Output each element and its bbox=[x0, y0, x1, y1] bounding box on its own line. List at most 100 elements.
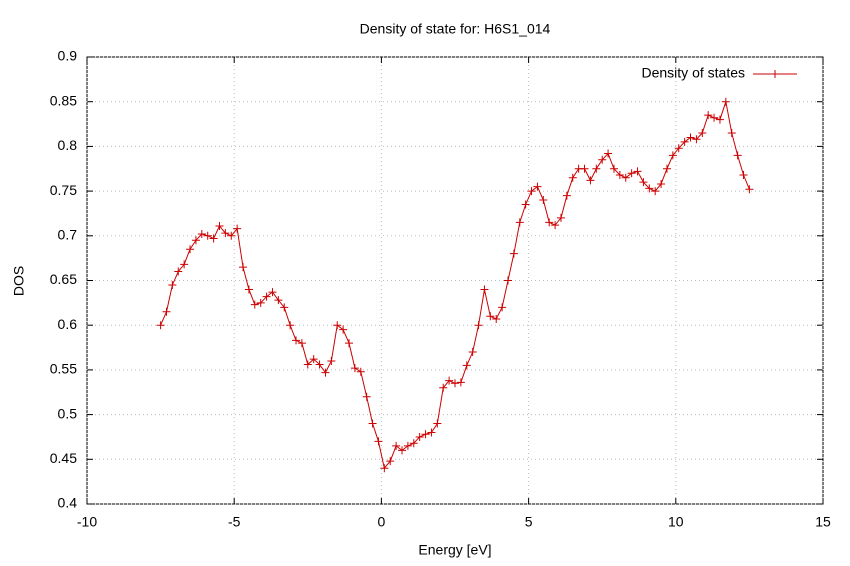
data-point bbox=[698, 128, 707, 137]
data-point bbox=[509, 249, 518, 258]
data-point bbox=[456, 378, 465, 387]
data-point bbox=[433, 419, 442, 428]
data-point bbox=[621, 173, 630, 182]
data-point bbox=[733, 151, 742, 160]
data-point bbox=[545, 218, 554, 227]
data-point bbox=[674, 144, 683, 153]
data-point bbox=[745, 185, 754, 194]
data-point bbox=[244, 285, 253, 294]
data-point bbox=[680, 137, 689, 146]
data-point bbox=[321, 368, 330, 377]
data-point bbox=[556, 213, 565, 222]
data-point bbox=[303, 360, 312, 369]
data-point bbox=[350, 364, 359, 373]
y-tick-label: 0.4 bbox=[58, 495, 78, 511]
data-point bbox=[309, 355, 318, 364]
data-point bbox=[315, 360, 324, 369]
data-point bbox=[262, 292, 271, 301]
y-tick-label: 0.8 bbox=[58, 137, 78, 153]
y-tick-label: 0.65 bbox=[50, 271, 77, 287]
data-point bbox=[580, 164, 589, 173]
data-point bbox=[356, 367, 365, 376]
x-tick-label: -5 bbox=[228, 514, 241, 530]
data-point bbox=[662, 164, 671, 173]
x-axis-label: Energy [eV] bbox=[418, 542, 491, 558]
data-point bbox=[692, 135, 701, 144]
data-point bbox=[256, 298, 265, 307]
data-point bbox=[551, 221, 560, 230]
data-point bbox=[586, 176, 595, 185]
data-point bbox=[250, 300, 259, 309]
data-point bbox=[657, 179, 666, 188]
data-point bbox=[562, 191, 571, 200]
data-point bbox=[568, 173, 577, 182]
data-point bbox=[727, 128, 736, 137]
legend-swatch bbox=[771, 70, 779, 78]
data-point bbox=[333, 321, 342, 330]
data-point bbox=[197, 230, 206, 239]
y-tick-label: 0.75 bbox=[50, 182, 77, 198]
data-point bbox=[633, 167, 642, 176]
data-point bbox=[533, 182, 542, 191]
data-point bbox=[521, 200, 530, 209]
data-point bbox=[398, 446, 407, 455]
data-point bbox=[686, 133, 695, 142]
data-point bbox=[203, 231, 212, 240]
data-point bbox=[462, 361, 471, 370]
data-point bbox=[209, 234, 218, 243]
data-point bbox=[180, 260, 189, 269]
data-point bbox=[486, 312, 495, 321]
data-point bbox=[174, 267, 183, 276]
data-point bbox=[668, 151, 677, 160]
data-point bbox=[380, 464, 389, 473]
legend-label: Density of states bbox=[642, 65, 746, 81]
data-point bbox=[362, 392, 371, 401]
data-point bbox=[191, 236, 200, 245]
data-point bbox=[386, 457, 395, 466]
data-point bbox=[515, 218, 524, 227]
data-point bbox=[609, 164, 618, 173]
data-point bbox=[409, 439, 418, 448]
data-point bbox=[439, 383, 448, 392]
data-point bbox=[421, 430, 430, 439]
data-point bbox=[286, 321, 295, 330]
data-line bbox=[160, 101, 750, 470]
data-point bbox=[498, 303, 507, 312]
data-point bbox=[527, 187, 536, 196]
y-tick-label: 0.6 bbox=[58, 316, 78, 332]
data-point bbox=[468, 348, 477, 357]
data-point bbox=[339, 325, 348, 334]
data-point bbox=[492, 314, 501, 323]
y-tick-label: 0.45 bbox=[50, 450, 77, 466]
data-point bbox=[474, 321, 483, 330]
data-point bbox=[297, 339, 306, 348]
data-point bbox=[403, 441, 412, 450]
data-point bbox=[427, 428, 436, 437]
data-point bbox=[186, 245, 195, 254]
data-point bbox=[592, 164, 601, 173]
data-point bbox=[215, 221, 224, 230]
data-point bbox=[539, 196, 548, 205]
data-point bbox=[710, 113, 719, 122]
data-point bbox=[368, 419, 377, 428]
data-point bbox=[227, 231, 236, 240]
data-point bbox=[627, 169, 636, 178]
y-tick-label: 0.5 bbox=[58, 405, 78, 421]
data-point bbox=[721, 97, 730, 106]
data-point bbox=[445, 376, 454, 385]
data-point bbox=[221, 229, 230, 238]
data-point bbox=[480, 285, 489, 294]
data-point bbox=[503, 276, 512, 285]
data-point bbox=[327, 356, 336, 365]
data-point bbox=[598, 155, 607, 164]
data-point bbox=[704, 111, 713, 120]
data-point bbox=[162, 307, 171, 316]
data-point bbox=[604, 149, 613, 158]
data-point bbox=[233, 224, 242, 233]
y-tick-label: 0.85 bbox=[50, 92, 77, 108]
data-point bbox=[392, 441, 401, 450]
data-point bbox=[739, 171, 748, 180]
data-point bbox=[715, 115, 724, 124]
x-tick-label: 5 bbox=[525, 514, 533, 530]
